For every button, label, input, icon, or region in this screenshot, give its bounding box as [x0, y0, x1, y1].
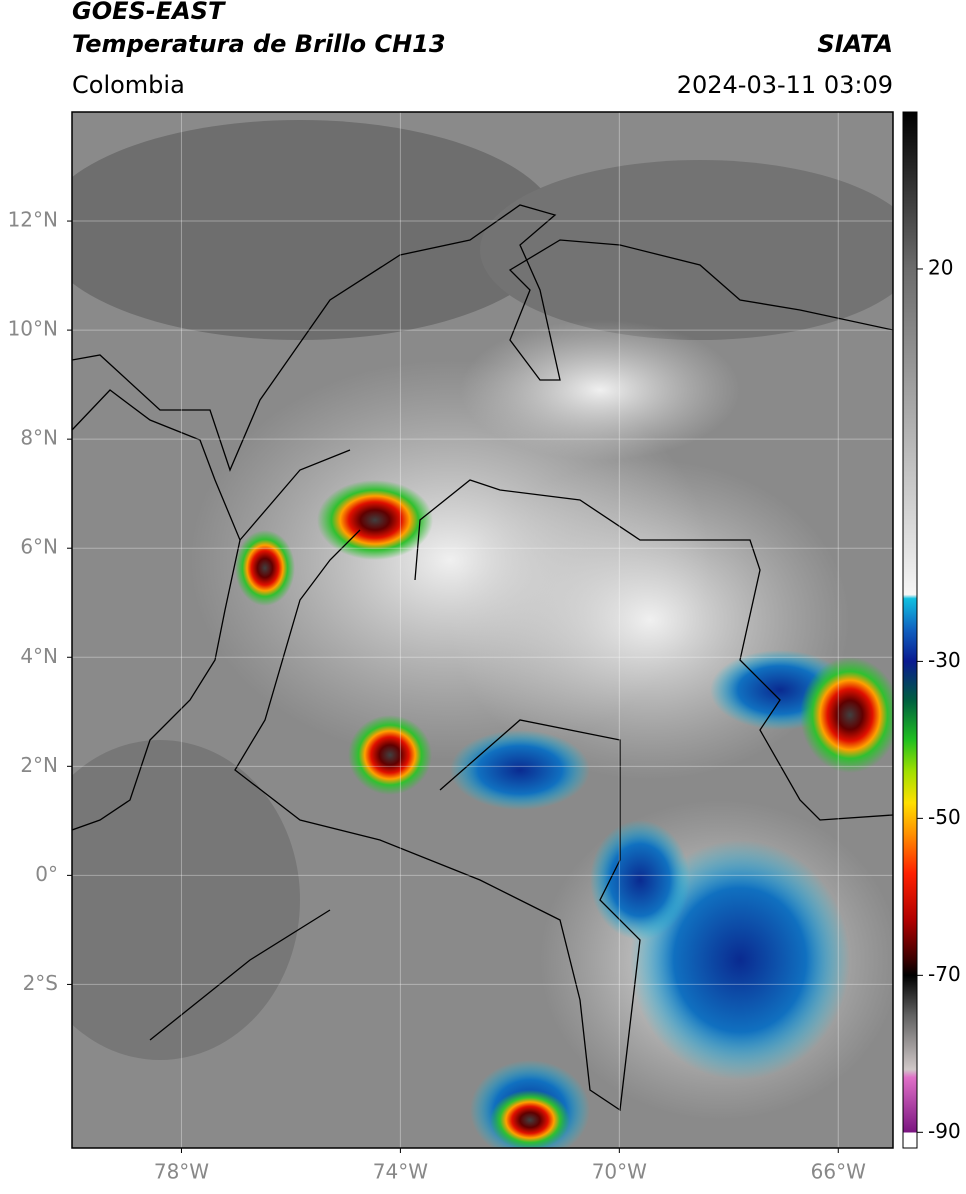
colorbar-tick-label: -90	[928, 1119, 961, 1143]
y-tick-label: 12°N	[8, 208, 58, 232]
colorbar-tick-label: -70	[928, 962, 961, 986]
subtitle: Temperatura de Brillo CH13	[72, 30, 446, 58]
y-tick-label: 2°N	[20, 753, 58, 777]
colorbar-tick-label: 20	[928, 255, 953, 279]
y-tick-label: 10°N	[8, 317, 58, 341]
satellite-image	[72, 112, 893, 1148]
x-tick-label: 74°W	[373, 1160, 428, 1184]
colorbar-tick-label: -50	[928, 805, 961, 829]
region: Colombia	[72, 71, 185, 99]
y-tick-label: 4°N	[20, 644, 58, 668]
colorbar	[902, 111, 918, 1149]
x-tick-label: 70°W	[592, 1160, 647, 1184]
y-tick-label: 2°S	[23, 971, 58, 995]
datetime: 2024-03-11 03:09	[677, 71, 893, 99]
y-tick-label: 0°	[35, 862, 58, 886]
map-frame	[71, 111, 894, 1149]
title: GOES-EAST	[72, 0, 226, 25]
y-tick-label: 6°N	[20, 535, 58, 559]
x-tick-label: 66°W	[811, 1160, 866, 1184]
y-tick-label: 8°N	[20, 426, 58, 450]
colorbar-tick-label: -30	[928, 648, 961, 672]
x-tick-label: 78°W	[154, 1160, 209, 1184]
source: SIATA	[817, 30, 893, 58]
